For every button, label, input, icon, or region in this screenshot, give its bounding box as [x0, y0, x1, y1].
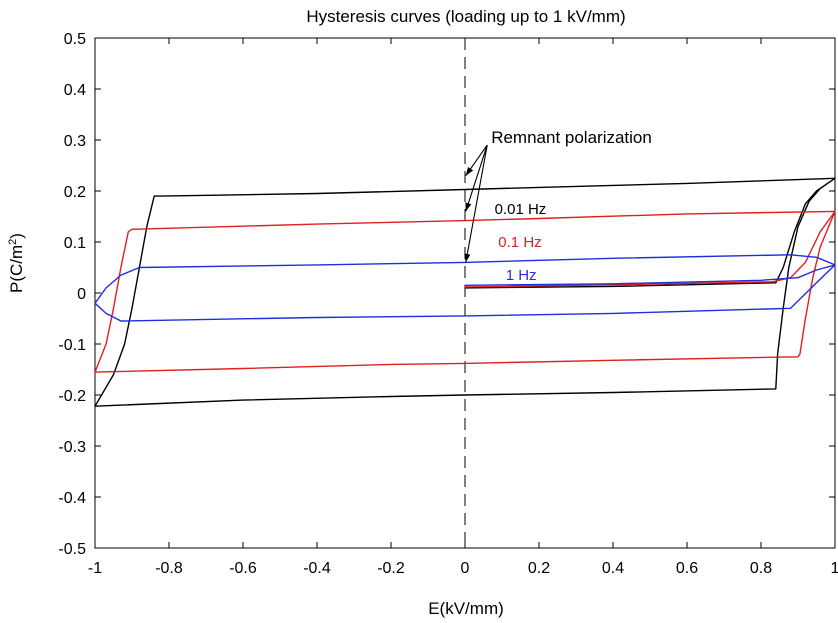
- chart-title: Hysteresis curves (loading up to 1 kV/mm…: [306, 7, 625, 26]
- series-label: 1 Hz: [506, 267, 537, 284]
- y-axis-label-sup: 2: [7, 239, 19, 245]
- y-tick-label: 0: [77, 286, 86, 303]
- series-curve-0-1-hz: [94, 210, 836, 373]
- x-tick-label: -0.6: [229, 560, 257, 577]
- y-axis-label-end: ): [7, 233, 26, 239]
- annotation-arrow-head: [465, 167, 474, 176]
- y-tick-label: -0.3: [58, 439, 86, 456]
- y-tick-label: 0.1: [64, 235, 86, 252]
- x-tick-label: 0.6: [676, 560, 698, 577]
- y-tick-label: 0.5: [64, 31, 86, 48]
- annotation-arrow-head: [464, 253, 471, 263]
- y-tick-label: -0.1: [58, 337, 86, 354]
- y-tick-label: 0.4: [64, 82, 86, 99]
- series-curve-1-hz: [94, 254, 836, 322]
- y-axis-label-main: P(C/m: [7, 245, 26, 293]
- series-label: 0.01 Hz: [495, 201, 547, 218]
- plot-area: -1 -0.8 -0.6 -0.4 -0.2 0 0.2 0.4 0.6 0.8 1 0.5 0.4 0.…: [58, 31, 838, 577]
- x-axis-label: E(kV/mm): [428, 599, 504, 618]
- y-tick-label: -0.4: [58, 490, 86, 507]
- x-tick-label: -0.2: [377, 560, 405, 577]
- y-tick-label: -0.2: [58, 388, 86, 405]
- x-tick-label: 0: [461, 560, 470, 577]
- x-tick-label: 1: [831, 560, 838, 577]
- x-tick-label: -0.4: [303, 560, 331, 577]
- y-tick-label: -0.5: [58, 541, 86, 558]
- annotation-arrow-head: [465, 202, 472, 212]
- y-tick-label: 0.2: [64, 184, 86, 201]
- y-tick-label: 0.3: [64, 133, 86, 150]
- annotation-label: Remnant polarization: [491, 128, 652, 147]
- x-tick-label: 0.4: [602, 560, 624, 577]
- annotation-arrow-line: [465, 145, 488, 263]
- annotation-arrow-line: [465, 144, 488, 212]
- x-tick-label: -1: [88, 560, 102, 577]
- x-tick-label: 0.2: [528, 560, 550, 577]
- x-tick-label: 0.8: [750, 560, 772, 577]
- series-label: 0.1 Hz: [498, 234, 541, 251]
- y-axis-label: P(C/m2): [7, 233, 26, 293]
- series-curve-0-01-hz: [94, 177, 836, 407]
- x-tick-label: -0.8: [155, 560, 183, 577]
